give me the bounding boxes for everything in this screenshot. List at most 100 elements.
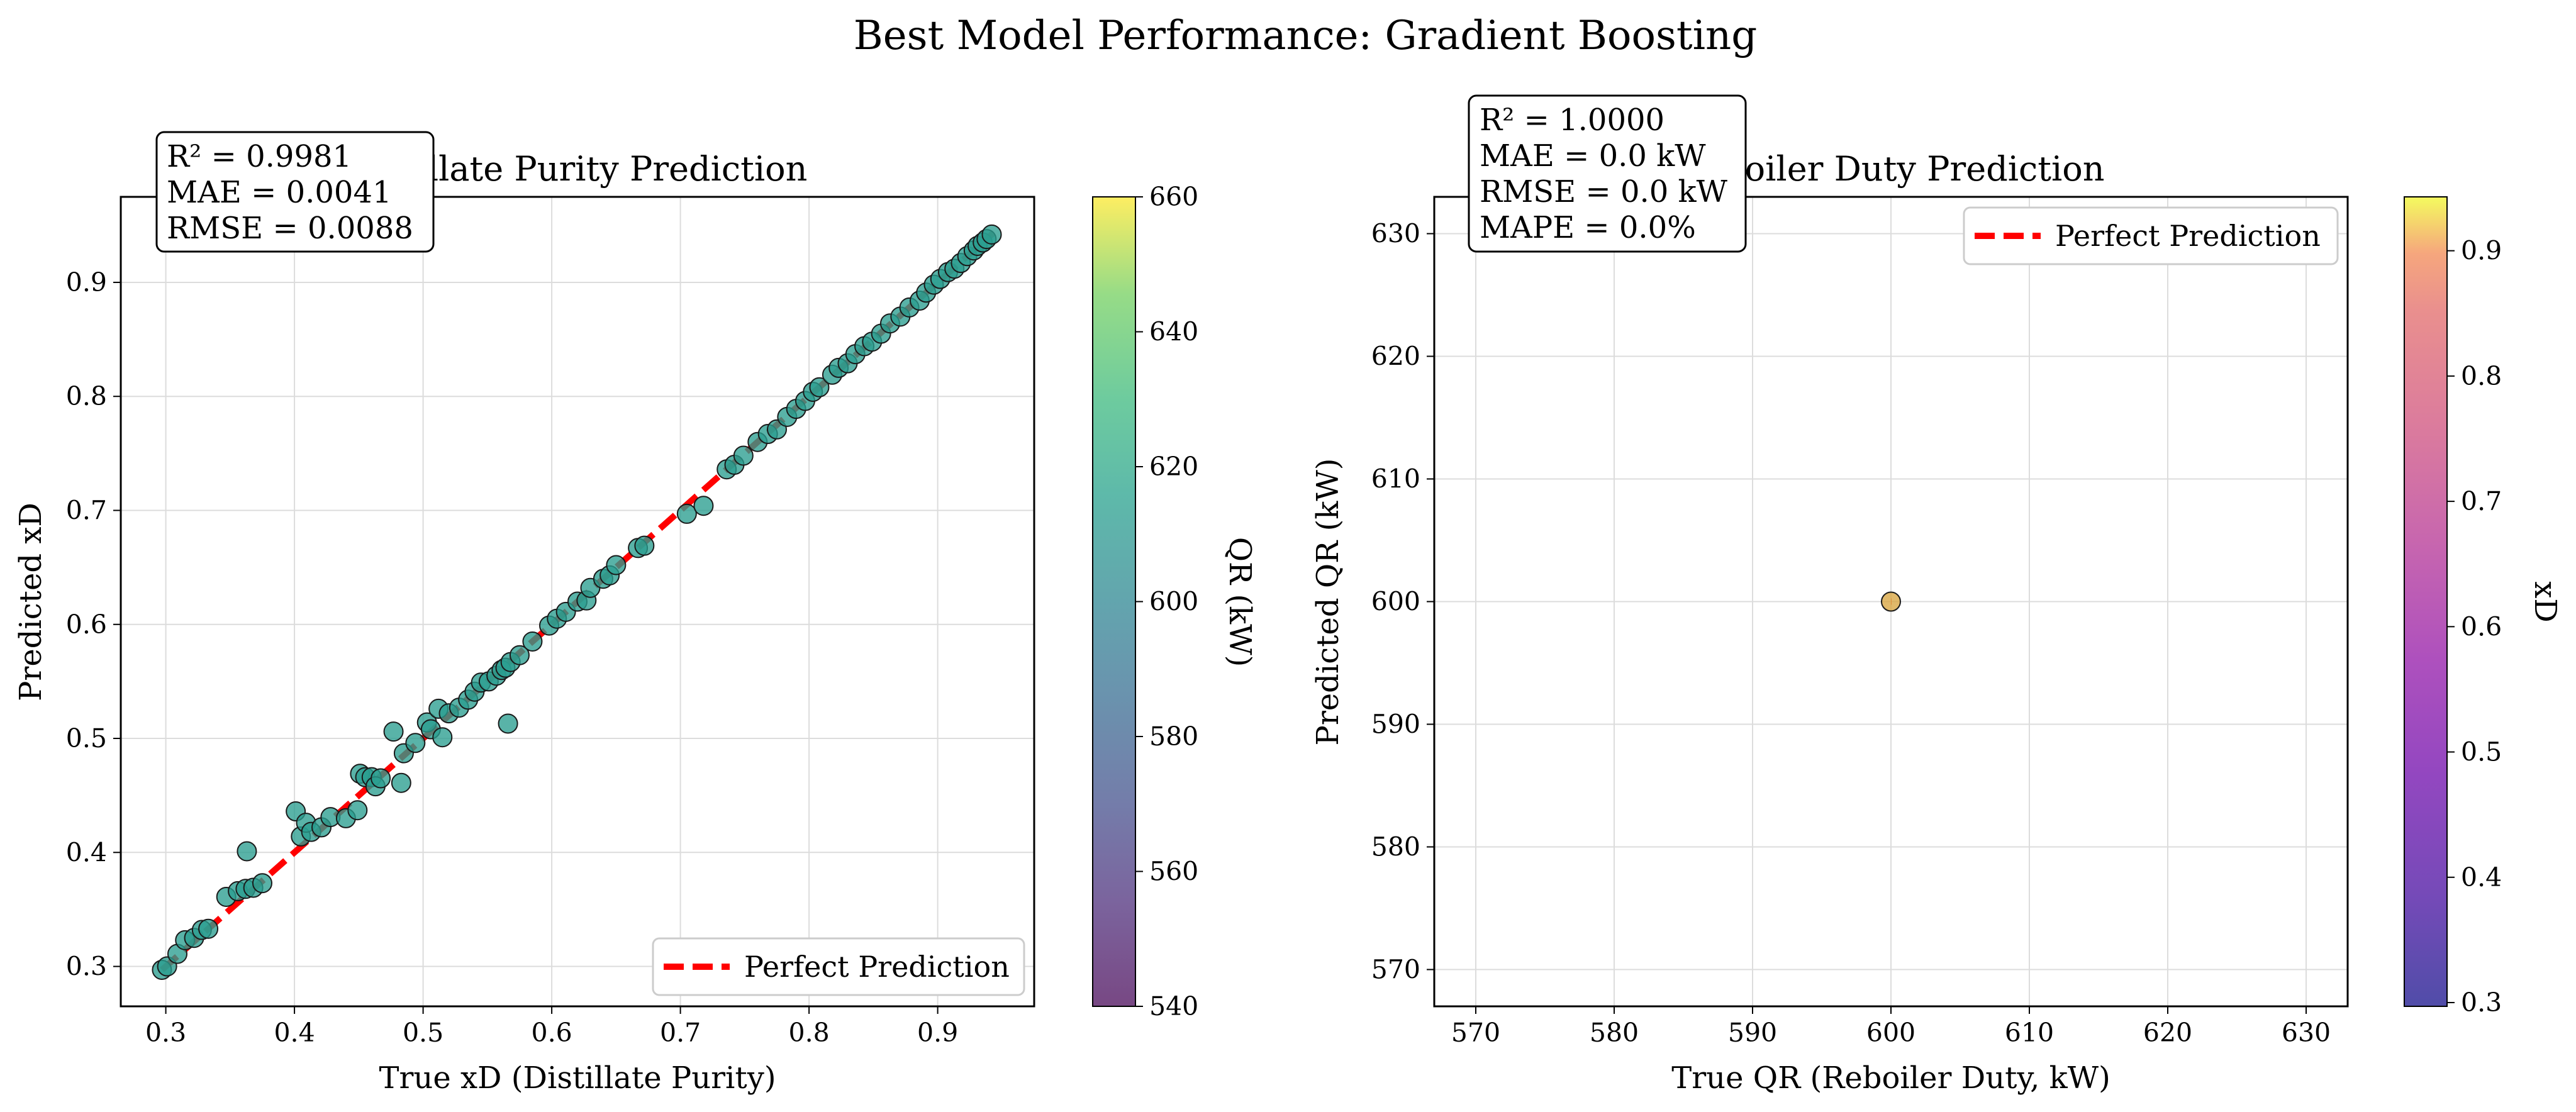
purity-legend: Perfect Prediction (652, 937, 1025, 996)
purity-data-point (634, 535, 655, 556)
reboiler-colorbar-frame (2404, 196, 2448, 1007)
reboiler-x-tick-label: 630 (2282, 1018, 2331, 1048)
purity-x-tick-label: 0.5 (403, 1018, 443, 1048)
reboiler-y-tick-label: 620 (1371, 342, 1420, 372)
purity-data-point (405, 733, 426, 753)
purity-stat-r2: R² = 0.9981 (167, 139, 352, 174)
purity-ticks: 0.3 0.4 0.5 0.6 0.7 0.8 0.9 0.3 0.4 0.5 0.6 0.7 0.8 0… (66, 267, 958, 1048)
reboiler-legend-label: Perfect Prediction (2055, 219, 2321, 253)
reboiler-stat-mape: MAPE = 0.0% (1480, 210, 1696, 245)
reboiler-y-axis-label: Predicted QR (kW) (1310, 459, 1346, 746)
reboiler-colorbar-tick-label: 0.7 (2461, 486, 2502, 516)
purity-data-point (383, 721, 404, 742)
purity-stats-box-frame (155, 131, 435, 253)
purity-stats-box: R² = 0.9981 MAE = 0.0041 RMSE = 0.0088 (155, 131, 435, 253)
purity-y-axis-label: Predicted xD (13, 503, 48, 701)
purity-y-tick-label: 0.4 (66, 837, 107, 867)
reboiler-x-tick-label: 620 (2143, 1018, 2192, 1048)
purity-data-point (733, 445, 754, 466)
reboiler-x-tick-label: 580 (1590, 1018, 1639, 1048)
purity-x-tick-label: 0.8 (789, 1018, 830, 1048)
purity-colorbar-tick-label: 580 (1149, 721, 1198, 752)
purity-plot-frame (120, 196, 1035, 1008)
reboiler-grid (1434, 197, 2348, 1006)
purity-y-tick-label: 0.3 (66, 952, 107, 982)
reboiler-y-tick-label: 590 (1371, 709, 1420, 740)
reboiler-colorbar-tick-label: 0.5 (2461, 737, 2502, 767)
reboiler-stat-mae: MAE = 0.0 kW (1480, 138, 1706, 174)
purity-data-point (606, 555, 627, 575)
reboiler-colorbar-tick-label: 0.4 (2461, 862, 2502, 892)
purity-colorbar: 540 560 580 600 620 640 660 QR (kW) (1092, 182, 1257, 1021)
reboiler-y-tick-label: 600 (1371, 587, 1420, 617)
reboiler-legend: Perfect Prediction (1963, 206, 2339, 265)
reboiler-y-tick-label: 580 (1371, 832, 1420, 862)
purity-colorbar-tick-label: 540 (1149, 991, 1198, 1021)
purity-stat-mae: MAE = 0.0041 (167, 175, 392, 210)
reboiler-chart-title: Reboiler Duty Prediction (1677, 149, 2104, 189)
reboiler-colorbar-label: xD (2528, 581, 2563, 623)
reboiler-y-tick-label: 630 (1371, 219, 1420, 249)
purity-y-tick-label: 0.6 (66, 609, 107, 640)
purity-data-point (237, 841, 257, 862)
purity-data-point (676, 503, 697, 524)
purity-data-point (509, 645, 530, 665)
purity-x-tick-label: 0.9 (917, 1018, 958, 1048)
reboiler-y-tick-label: 610 (1371, 464, 1420, 494)
purity-x-tick-label: 0.6 (531, 1018, 572, 1048)
purity-data-point (198, 918, 219, 939)
reboiler-stat-rmse: RMSE = 0.0 kW (1480, 174, 1728, 209)
purity-y-tick-label: 0.7 (66, 495, 107, 525)
purity-data-point (809, 377, 830, 398)
purity-x-tick-label: 0.4 (274, 1018, 315, 1048)
reboiler-stats-box-frame (1468, 94, 1747, 253)
reboiler-x-tick-label: 600 (1866, 1018, 1915, 1048)
reboiler-panel: 570 580 590 600 610 620 630 570 580 590 600 610 620 6… (1310, 94, 2563, 1096)
purity-colorbar-tick-label: 620 (1149, 452, 1198, 482)
purity-data-point (432, 727, 453, 748)
reboiler-colorbar-tick-label: 0.8 (2461, 361, 2502, 391)
purity-y-tick-label: 0.8 (66, 381, 107, 411)
purity-legend-label: Perfect Prediction (744, 950, 1010, 984)
reboiler-colorbar: 0.3 0.4 0.5 0.6 0.7 0.8 0.9 xD (2404, 196, 2563, 1018)
purity-colorbar-ticks: 540 560 580 600 620 640 660 (1135, 182, 1198, 1021)
reboiler-data-point (1881, 591, 1901, 612)
purity-y-tick-label: 0.9 (66, 267, 107, 297)
reboiler-legend-frame (1963, 206, 2339, 265)
purity-colorbar-label: QR (kW) (1222, 537, 1257, 667)
reboiler-x-tick-label: 590 (1728, 1018, 1777, 1048)
purity-colorbar-tick-label: 640 (1149, 317, 1198, 347)
reboiler-colorbar-gradient (2404, 197, 2447, 1006)
reboiler-colorbar-ticks: 0.3 0.4 0.5 0.6 0.7 0.8 0.9 (2447, 236, 2502, 1018)
purity-colorbar-tick-label: 660 (1149, 182, 1198, 212)
purity-data-point (981, 224, 1002, 245)
figure-suptitle: Best Model Performance: Gradient Boostin… (854, 13, 1757, 59)
reboiler-stats-box: R² = 1.0000 MAE = 0.0 kW RMSE = 0.0 kW M… (1468, 94, 1747, 253)
purity-data-point (252, 873, 272, 894)
reboiler-colorbar-tick-label: 0.9 (2461, 236, 2502, 266)
reboiler-stat-r2: R² = 1.0000 (1480, 103, 1664, 138)
purity-data-point (522, 631, 543, 652)
purity-grid (121, 197, 1034, 1006)
purity-colorbar-tick-label: 600 (1149, 587, 1198, 617)
reboiler-colorbar-tick-label: 0.6 (2461, 611, 2502, 642)
purity-data-point (693, 496, 714, 516)
purity-y-tick-label: 0.5 (66, 723, 107, 753)
purity-legend-frame (652, 937, 1025, 996)
purity-data-point (498, 713, 518, 734)
purity-x-tick-label: 0.7 (660, 1018, 701, 1048)
reboiler-colorbar-tick-label: 0.3 (2461, 987, 2502, 1018)
purity-x-axis-label: True xD (Distillate Purity) (379, 1060, 776, 1096)
reboiler-x-tick-label: 610 (2005, 1018, 2054, 1048)
reboiler-ticks: 570 580 590 600 610 620 630 570 580 590 600 610 620 6… (1371, 219, 2331, 1048)
purity-colorbar-tick-label: 560 (1149, 857, 1198, 887)
reboiler-x-axis-label: True QR (Reboiler Duty, kW) (1671, 1060, 2110, 1096)
reboiler-y-tick-label: 570 (1371, 955, 1420, 985)
purity-x-tick-label: 0.3 (145, 1018, 186, 1048)
reboiler-points (1881, 591, 1901, 612)
purity-data-point (371, 768, 391, 789)
purity-data-point (391, 772, 411, 793)
purity-data-point (347, 800, 368, 821)
purity-points (152, 224, 1002, 980)
